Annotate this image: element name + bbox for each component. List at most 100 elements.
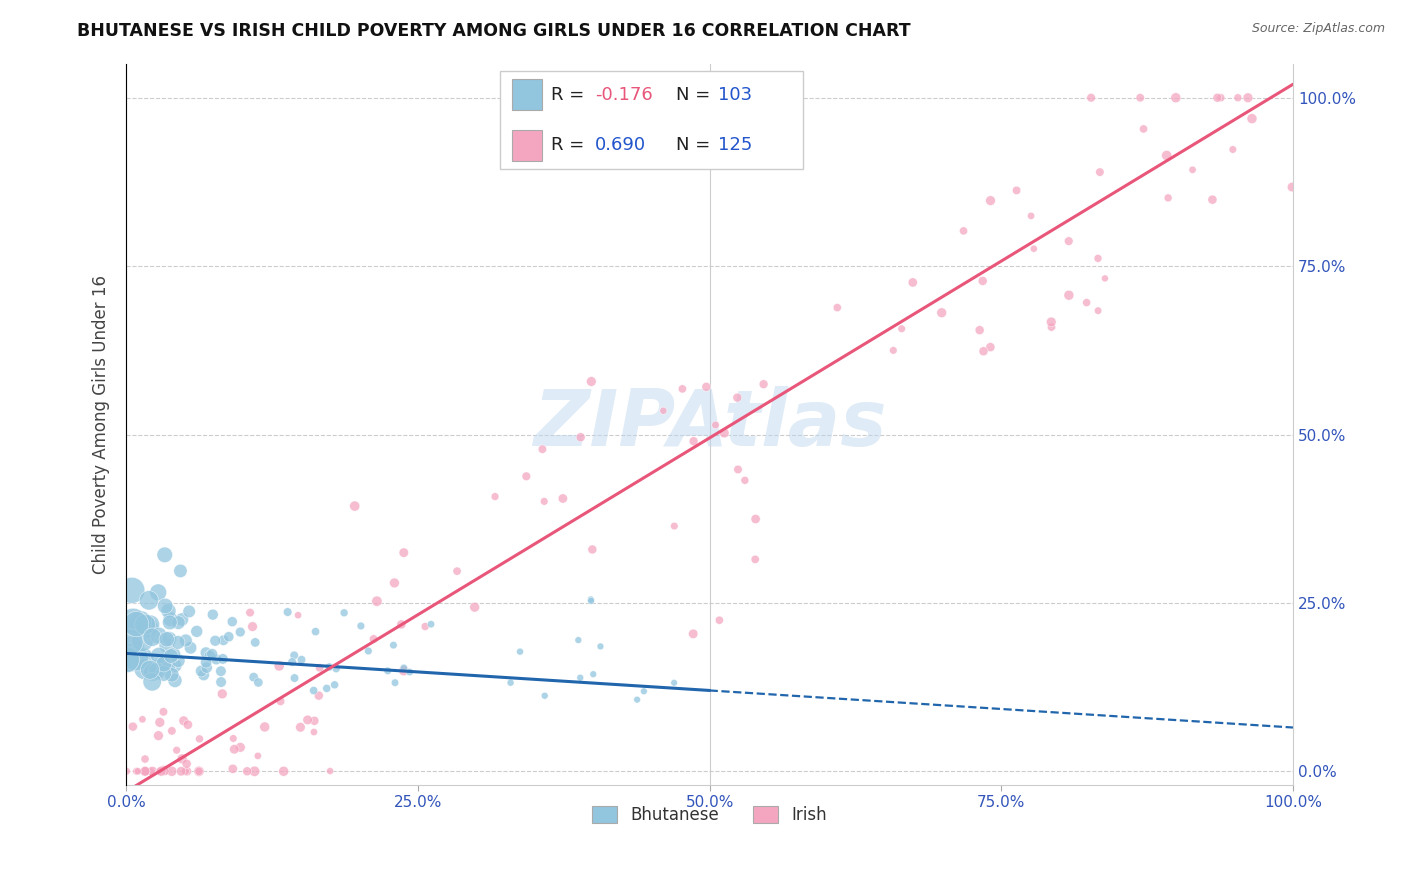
Point [682,627,704,641]
Point [979,194,1001,208]
Point [1088,165,1111,179]
Point [273,764,295,779]
Point [308,689,330,703]
Point [304,714,326,728]
Point [148,764,170,779]
Point [1164,91,1187,105]
Point [366,594,388,608]
Point [127,764,149,779]
Point [125,651,148,665]
Point [122,614,145,628]
Point [569,430,592,444]
Point [969,323,991,337]
Point [1206,91,1229,105]
Point [713,425,735,440]
Point [209,675,232,690]
Point [239,606,262,620]
Point [582,667,605,681]
Point [290,653,312,667]
Point [509,645,531,659]
Point [1156,148,1178,162]
Point [195,660,218,674]
Point [170,752,193,766]
Point [1181,162,1204,177]
Text: ZIPAtlas: ZIPAtlas [533,386,886,462]
Point [350,619,373,633]
Point [392,546,415,560]
Point [176,756,198,771]
Point [972,274,994,288]
Point [156,639,179,653]
Point [283,648,305,663]
Point [131,712,153,726]
Point [190,664,212,678]
Point [325,662,347,676]
Point [236,764,259,779]
Point [589,640,612,654]
Point [211,687,233,701]
Point [152,705,174,719]
Point [1281,180,1303,194]
Point [152,666,174,681]
Point [302,683,325,698]
Point [157,632,180,646]
Point [148,629,170,643]
Point [153,764,176,779]
Point [163,658,186,673]
Point [170,764,193,779]
Point [174,764,197,779]
Point [569,671,592,685]
Point [377,664,399,678]
Point [221,615,243,629]
Point [121,642,143,657]
Point [201,607,224,622]
Point [209,664,232,678]
Point [1201,193,1223,207]
Point [142,665,165,679]
Point [131,633,153,648]
Point [148,585,170,599]
Point [626,692,648,706]
Point [1237,91,1260,105]
Point [499,675,522,690]
Point [290,720,312,734]
Point [382,638,405,652]
Point [1222,143,1244,157]
Point [464,600,486,615]
Point [120,635,142,649]
Point [315,681,337,696]
Point [671,382,693,396]
Point [270,694,292,708]
Point [269,659,291,673]
Point [297,713,319,727]
Point [725,391,748,405]
Point [194,646,217,660]
Legend: Bhutanese, Irish: Bhutanese, Irish [586,799,834,830]
Point [242,670,264,684]
Point [160,667,183,681]
Point [115,764,138,779]
Point [134,617,156,632]
Point [141,764,163,779]
Point [1209,91,1232,105]
Point [155,599,177,613]
Point [179,604,201,618]
Text: BHUTANESE VS IRISH CHILD POVERTY AMONG GIRLS UNDER 16 CORRELATION CHART: BHUTANESE VS IRISH CHILD POVERTY AMONG G… [77,22,911,40]
Point [727,462,749,476]
Point [825,301,848,315]
Point [229,625,252,640]
Point [277,605,299,619]
Point [283,671,305,685]
Point [1157,191,1180,205]
Point [169,564,191,578]
Point [188,764,211,779]
Point [357,644,380,658]
Point [579,594,602,608]
Point [744,512,766,526]
Point [204,633,226,648]
Point [115,653,138,667]
Point [173,714,195,728]
Point [222,762,245,776]
Point [166,743,188,757]
Point [333,606,356,620]
